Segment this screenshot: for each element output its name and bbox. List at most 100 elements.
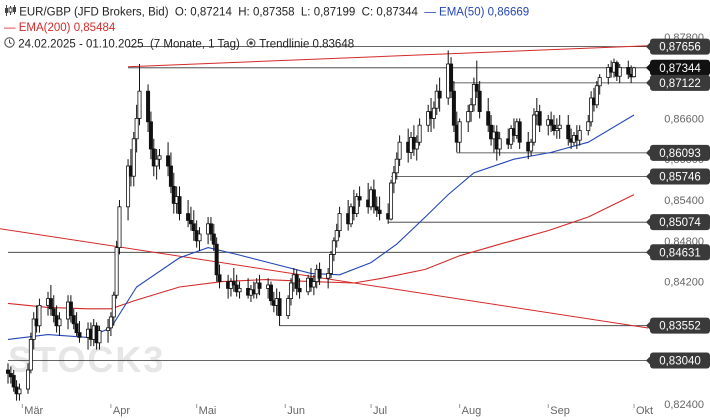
candle-body	[337, 213, 342, 232]
candle-body	[474, 84, 479, 92]
trendline-0	[0, 228, 649, 329]
candle-body	[294, 274, 299, 289]
candle	[414, 135, 419, 161]
candle	[586, 115, 591, 136]
price-tag: 0,87656	[646, 38, 710, 55]
candle-body	[106, 327, 111, 331]
candle	[168, 152, 173, 194]
candle-body	[137, 90, 142, 119]
price-tag-arrow	[646, 63, 650, 72]
trendline-label[interactable]: Trendlinie	[259, 38, 310, 51]
symbol-name[interactable]: EUR/GBP (JFD Brokers, Bid)	[19, 6, 169, 19]
candle-body	[146, 90, 151, 123]
candlesticks	[6, 50, 637, 401]
candle-body	[529, 141, 534, 152]
candle-body	[191, 223, 196, 232]
price-tag-bg	[650, 168, 710, 185]
candle-body	[114, 247, 119, 296]
price-tag-bg	[650, 317, 710, 334]
candle	[589, 91, 594, 127]
candle-body	[374, 206, 379, 211]
candle-body	[74, 323, 79, 334]
candle	[26, 363, 31, 394]
candle-body	[626, 67, 631, 75]
candle-body	[577, 130, 582, 141]
candle	[237, 281, 242, 299]
price-tag-arrow	[646, 248, 650, 257]
price-tag: 0,83040	[646, 352, 710, 369]
ema50-label[interactable]: EMA(50)	[439, 6, 485, 19]
date-range[interactable]: 24.02.2025 - 01.10.2025	[18, 38, 144, 51]
candle-body	[389, 182, 394, 220]
candle-body	[457, 121, 462, 143]
ema200-value: 0,85484	[73, 22, 116, 34]
x-axis: Mär Apr Mai Jun Jul Aug Sep Okt	[21, 404, 653, 417]
candle-body	[51, 308, 56, 316]
x-tick-label: Jul	[373, 405, 387, 417]
candle	[294, 269, 299, 296]
candle	[231, 268, 236, 292]
candle-body	[449, 63, 454, 92]
trendline-icon	[246, 38, 256, 52]
period-label: (7 Monate, 1 Tag)	[149, 38, 240, 51]
candle	[311, 274, 316, 296]
candle	[288, 278, 293, 306]
candle	[457, 118, 462, 153]
candle-body	[217, 274, 222, 282]
candle-body	[214, 243, 219, 276]
candle	[134, 104, 139, 153]
price-tag-arrow	[646, 42, 650, 51]
price-tag-bg	[650, 59, 710, 76]
x-tick-label: Apr	[113, 405, 130, 417]
ema200-label[interactable]: EMA(200)	[18, 22, 71, 34]
candle	[137, 64, 142, 126]
candle	[51, 295, 56, 323]
candle	[389, 179, 394, 221]
price-tag-label: 0,87122	[659, 78, 701, 90]
candle	[326, 268, 331, 289]
candle	[451, 81, 456, 132]
candle-body	[594, 85, 599, 106]
candle-body	[589, 97, 594, 123]
candle	[37, 298, 42, 333]
candle	[6, 363, 11, 384]
candle-body	[17, 388, 22, 395]
candle	[214, 237, 219, 282]
header-row-1: EUR/GBP (JFD Brokers, Bid) O: 0,87214 H:…	[4, 5, 529, 20]
candle	[529, 138, 534, 156]
candle	[71, 308, 76, 330]
candle	[217, 264, 222, 289]
price-tag-label: 0,83552	[659, 321, 701, 333]
candle-body	[71, 315, 76, 325]
candle-body	[26, 369, 31, 390]
candle	[171, 172, 176, 214]
candle	[31, 312, 36, 350]
close-value: 0,87344	[376, 6, 418, 19]
ema200-line	[7, 194, 635, 310]
candle-body	[434, 90, 439, 109]
candle	[477, 81, 482, 119]
price-tag-label: 0,87656	[659, 42, 701, 54]
price-tag-label: 0,83040	[659, 355, 701, 367]
candle-body	[437, 90, 442, 99]
candle	[286, 295, 291, 319]
candle	[234, 274, 239, 297]
candle	[531, 108, 536, 146]
candle	[497, 132, 502, 156]
candle-body	[288, 282, 293, 299]
candle	[157, 149, 162, 170]
candle	[114, 240, 119, 299]
candle	[111, 291, 116, 326]
price-tag-arrow	[646, 321, 650, 330]
candle-body	[28, 338, 33, 371]
candle-body	[11, 375, 16, 388]
candle-body	[551, 124, 556, 132]
candle	[186, 200, 191, 228]
candle-body	[509, 128, 514, 145]
clock-icon	[4, 37, 15, 52]
candle-body	[157, 155, 162, 160]
price-tags: 0,87656 0,87344 0,87122 0,86093 0,85746 0,850…	[646, 38, 710, 369]
open-value: 0,87214	[190, 6, 232, 19]
ema50-line	[7, 114, 635, 340]
candle	[148, 111, 153, 160]
